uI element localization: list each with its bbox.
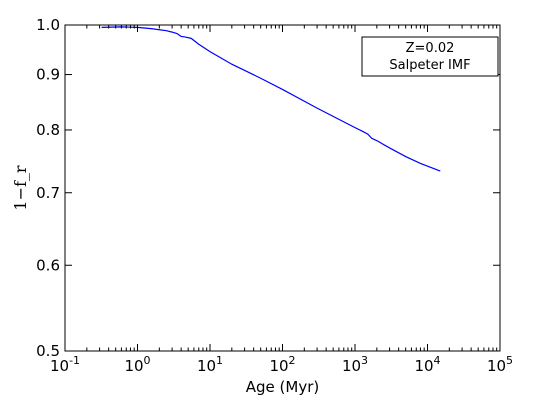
x-tick-label: 10-1 [50,354,80,375]
x-tick-base: 10 [269,357,288,375]
x-tick-label: 102 [269,354,295,375]
legend-box [361,36,499,77]
y-axis-label: 1−f_r [11,165,30,211]
y-tick-label: 0.5 [36,342,60,360]
x-tick-base: 10 [414,357,433,375]
legend-text-imf: Salpeter IMF [389,58,470,73]
x-tick-exponent: 0 [144,354,151,367]
x-tick-label: 103 [342,354,368,375]
x-tick-exponent: -1 [69,354,80,367]
x-tick-label: 104 [414,354,440,375]
x-tick-label: 101 [197,354,223,375]
y-tick-label: 0.9 [36,66,60,84]
x-tick-exponent: 5 [506,354,513,367]
x-tick-label: 105 [487,354,513,375]
y-tick-label: 0.7 [36,184,60,202]
legend-text-metallicity: Z=0.02 [406,41,455,56]
x-tick-exponent: 1 [216,354,223,367]
legend: Z=0.02 Salpeter IMF [361,36,499,77]
x-axis-label: Age (Myr) [246,378,319,396]
x-tick-exponent: 4 [434,354,441,367]
x-tick-label: 100 [124,354,150,375]
x-tick-exponent: 3 [361,354,368,367]
y-tick-label: 0.6 [36,256,60,274]
series-line [101,26,441,172]
y-tick-label: 1.0 [36,16,60,34]
series-layer [101,26,441,172]
x-tick-base: 10 [197,357,216,375]
y-tick-label: 0.8 [36,121,60,139]
x-tick-base: 10 [487,357,506,375]
x-tick-base: 10 [50,357,69,375]
x-tick-exponent: 2 [289,354,296,367]
x-tick-base: 10 [342,357,361,375]
x-tick-base: 10 [124,357,143,375]
